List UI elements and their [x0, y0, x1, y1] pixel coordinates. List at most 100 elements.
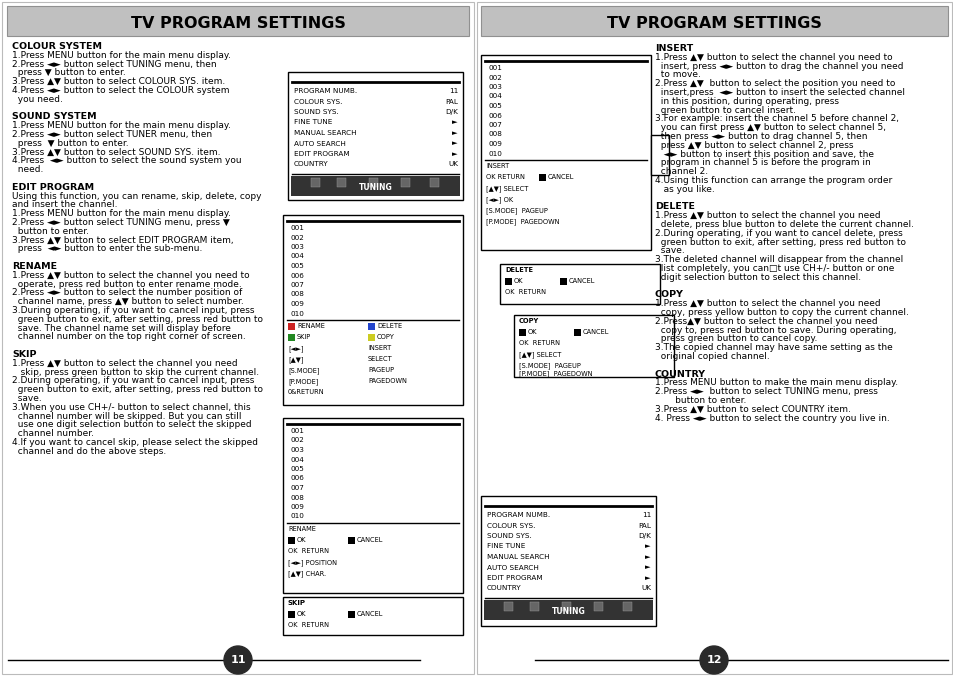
Text: TV PROGRAM SETTINGS: TV PROGRAM SETTINGS	[606, 16, 821, 30]
Text: SELECT: SELECT	[368, 356, 393, 362]
Text: 010: 010	[291, 310, 305, 316]
Text: FINE TUNE: FINE TUNE	[294, 120, 332, 126]
Text: 2.Press▲▼ button to select the channel you need: 2.Press▲▼ button to select the channel y…	[655, 317, 877, 326]
Bar	[559, 278, 566, 285]
Text: 010: 010	[291, 514, 305, 519]
Text: 003: 003	[291, 244, 305, 250]
Text: DELETE: DELETE	[376, 323, 402, 329]
Text: then press ◄► button to drag channel 5, then: then press ◄► button to drag channel 5, …	[655, 132, 866, 141]
Text: D/K: D/K	[445, 109, 457, 115]
Text: 1.Press ▲▼ button to select the channel you need: 1.Press ▲▼ button to select the channel …	[12, 359, 237, 368]
Text: 11: 11	[448, 88, 457, 94]
Text: ►: ►	[452, 120, 457, 126]
Text: list completely, you can□t use CH+/- button or one: list completely, you can□t use CH+/- but…	[655, 264, 893, 273]
Text: 4.Using this function can arrange the program order: 4.Using this function can arrange the pr…	[655, 176, 891, 185]
Text: green button to cancel insert.: green button to cancel insert.	[655, 105, 795, 115]
Text: 2.Press ◄► button select TUNING menu, press ▼: 2.Press ◄► button select TUNING menu, pr…	[12, 218, 230, 227]
Bar	[518, 329, 525, 336]
Text: you can first press ▲▼ button to select channel 5,: you can first press ▲▼ button to select …	[655, 123, 885, 132]
Text: green button to exit, after setting, press red button to: green button to exit, after setting, pre…	[12, 385, 263, 394]
Bar	[288, 334, 294, 341]
Circle shape	[700, 646, 727, 674]
Text: 3.For example: insert the channel 5 before channel 2,: 3.For example: insert the channel 5 befo…	[655, 114, 898, 124]
Text: TUNING: TUNING	[551, 606, 585, 616]
Text: [P.MODE]: [P.MODE]	[288, 378, 318, 385]
Text: SKIP: SKIP	[296, 334, 311, 340]
Bar	[514, 315, 673, 377]
Text: 4.If you want to cancel skip, please select the skipped: 4.If you want to cancel skip, please sel…	[12, 438, 257, 447]
Text: save.: save.	[655, 246, 684, 256]
Text: press ▲▼ button to select channel 2, press: press ▲▼ button to select channel 2, pre…	[655, 141, 853, 150]
Text: COUNTRY: COUNTRY	[655, 370, 705, 379]
Text: and insert the channel.: and insert the channel.	[12, 200, 117, 210]
Text: TUNING: TUNING	[358, 183, 392, 191]
Text: 2.During operating, if you want to cancel input, press: 2.During operating, if you want to cance…	[12, 377, 254, 385]
Bar	[593, 602, 602, 611]
Text: 009: 009	[291, 301, 305, 307]
Text: ►: ►	[452, 130, 457, 136]
Text: SKIP: SKIP	[12, 350, 36, 359]
Text: [P.MODE]  PAGEDOWN: [P.MODE] PAGEDOWN	[485, 218, 558, 224]
Text: ►: ►	[644, 544, 650, 550]
Circle shape	[224, 646, 252, 674]
Text: to move.: to move.	[655, 70, 700, 79]
Text: 12: 12	[705, 655, 721, 665]
Bar	[348, 611, 355, 618]
Bar	[348, 537, 355, 544]
Text: 1.Press ▲▼ button to select the channel you need: 1.Press ▲▼ button to select the channel …	[655, 211, 880, 220]
Text: FINE TUNE: FINE TUNE	[486, 544, 525, 550]
Text: COLOUR SYS.: COLOUR SYS.	[294, 99, 342, 105]
Text: 002: 002	[291, 437, 305, 443]
Text: ◄► button to insert this position and save, the: ◄► button to insert this position and sa…	[655, 149, 873, 159]
Text: copy to, press red button to save. During operating,: copy to, press red button to save. Durin…	[655, 326, 896, 335]
Text: ►: ►	[452, 141, 457, 147]
Bar	[283, 215, 462, 405]
Text: button to enter.: button to enter.	[12, 227, 89, 236]
Text: 005: 005	[489, 103, 502, 109]
Text: [S.MODE]  PAGEUP: [S.MODE] PAGEUP	[485, 207, 547, 214]
Text: SKIP: SKIP	[288, 600, 306, 606]
Bar	[538, 174, 545, 181]
Text: RENAME: RENAME	[288, 526, 315, 532]
Text: AUTO SEARCH: AUTO SEARCH	[294, 141, 346, 147]
Text: CANCEL: CANCEL	[582, 329, 609, 335]
Bar	[283, 597, 462, 635]
Text: MANUAL SEARCH: MANUAL SEARCH	[294, 130, 356, 136]
Text: 1.Press MENU button for the main menu display.: 1.Press MENU button for the main menu di…	[12, 51, 231, 59]
Text: 3.The deleted channel will disappear from the channel: 3.The deleted channel will disappear fro…	[655, 256, 902, 264]
Text: 005: 005	[291, 263, 305, 269]
Text: 3.During operating, if you want to cancel input, press: 3.During operating, if you want to cance…	[12, 306, 254, 315]
Text: insert,press  ◄► button to insert the selected channel: insert,press ◄► button to insert the sel…	[655, 88, 904, 97]
Text: original copied channel.: original copied channel.	[655, 352, 769, 361]
Text: 007: 007	[489, 122, 502, 128]
Bar	[504, 602, 513, 611]
Text: PAL: PAL	[638, 523, 650, 529]
Text: Using this function, you can rename, skip, delete, copy: Using this function, you can rename, ski…	[12, 191, 261, 201]
Text: INSERT: INSERT	[368, 345, 391, 351]
Text: green button to exit, after setting, press red button to: green button to exit, after setting, pre…	[12, 315, 263, 324]
Text: 4.Press ◄► button to select the COLOUR system: 4.Press ◄► button to select the COLOUR s…	[12, 86, 230, 95]
Text: 11: 11	[230, 655, 246, 665]
Text: EDIT PROGRAM: EDIT PROGRAM	[486, 575, 542, 581]
Text: 005: 005	[291, 466, 305, 472]
Text: 2.Press ▲▼  button to select the position you need to: 2.Press ▲▼ button to select the position…	[655, 79, 895, 88]
Text: 3.Press ▲▼ button to select EDIT PROGRAM item,: 3.Press ▲▼ button to select EDIT PROGRAM…	[12, 236, 233, 245]
Text: CANCEL: CANCEL	[547, 174, 574, 180]
Text: ►: ►	[452, 151, 457, 157]
Bar	[288, 323, 294, 330]
Text: 4. Press ◄► button to select the country you live in.: 4. Press ◄► button to select the country…	[655, 414, 889, 422]
Text: 001: 001	[291, 225, 305, 231]
Text: delete, press blue button to delete the current channel.: delete, press blue button to delete the …	[655, 220, 913, 229]
Text: OK  RETURN: OK RETURN	[288, 622, 329, 628]
Text: [◄►]: [◄►]	[288, 345, 303, 352]
Text: [▲▼] CHAR.: [▲▼] CHAR.	[288, 570, 326, 577]
Text: 010: 010	[489, 151, 502, 157]
Text: COPY: COPY	[518, 318, 538, 324]
Text: copy, press yellow button to copy the current channel.: copy, press yellow button to copy the cu…	[655, 308, 908, 317]
Text: DELETE: DELETE	[504, 267, 533, 273]
Text: PROGRAM NUMB.: PROGRAM NUMB.	[486, 512, 550, 518]
Text: [▲▼] SELECT: [▲▼] SELECT	[485, 185, 528, 192]
Bar	[311, 178, 320, 187]
Text: channel and do the above steps.: channel and do the above steps.	[12, 447, 166, 456]
Text: 0&RETURN: 0&RETURN	[288, 389, 324, 395]
